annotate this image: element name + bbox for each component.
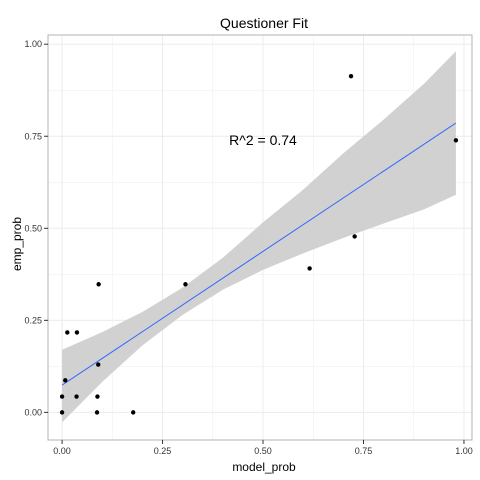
- data-point: [74, 330, 80, 335]
- panel-border: [47, 34, 473, 441]
- data-points: [59, 74, 459, 415]
- data-point: [96, 282, 101, 287]
- data-point: [59, 410, 65, 415]
- y-axis-title: emp_prob: [10, 217, 24, 271]
- y-tick-label: 0.25: [24, 315, 42, 325]
- data-point: [74, 394, 79, 399]
- data-point: [94, 410, 100, 415]
- y-tick-label: 0.75: [24, 131, 42, 141]
- x-tick-label: 0.25: [154, 446, 172, 456]
- r-squared-annotation: R^2 = 0.74: [229, 132, 297, 148]
- x-tick-label: 0.75: [355, 446, 373, 456]
- x-axis-title: model_prob: [232, 460, 296, 474]
- chart-title: Questioner Fit: [220, 15, 308, 31]
- data-point: [183, 282, 188, 287]
- x-tick-label: 1.00: [455, 446, 473, 456]
- confidence-band: [62, 51, 456, 423]
- data-point: [352, 234, 357, 239]
- data-point: [63, 378, 68, 383]
- data-point: [65, 330, 70, 335]
- data-point: [307, 266, 312, 271]
- axes: 0.00 0.25 0.50 0.75 1.00 0.00 0.25 0.50 0.75 1.00: [24, 39, 472, 456]
- x-tick-label: 0.50: [254, 446, 272, 456]
- data-point: [95, 394, 100, 399]
- fit-line: [61, 122, 457, 386]
- data-point: [59, 394, 65, 399]
- data-point: [453, 138, 459, 143]
- grid: [48, 35, 472, 440]
- y-tick-label: 1.00: [24, 39, 42, 49]
- data-point: [96, 362, 101, 367]
- y-tick-label: 0.50: [24, 223, 42, 233]
- x-tick-label: 0.00: [53, 446, 71, 456]
- data-point: [131, 410, 136, 415]
- y-tick-label: 0.00: [24, 407, 42, 417]
- data-point: [348, 74, 354, 79]
